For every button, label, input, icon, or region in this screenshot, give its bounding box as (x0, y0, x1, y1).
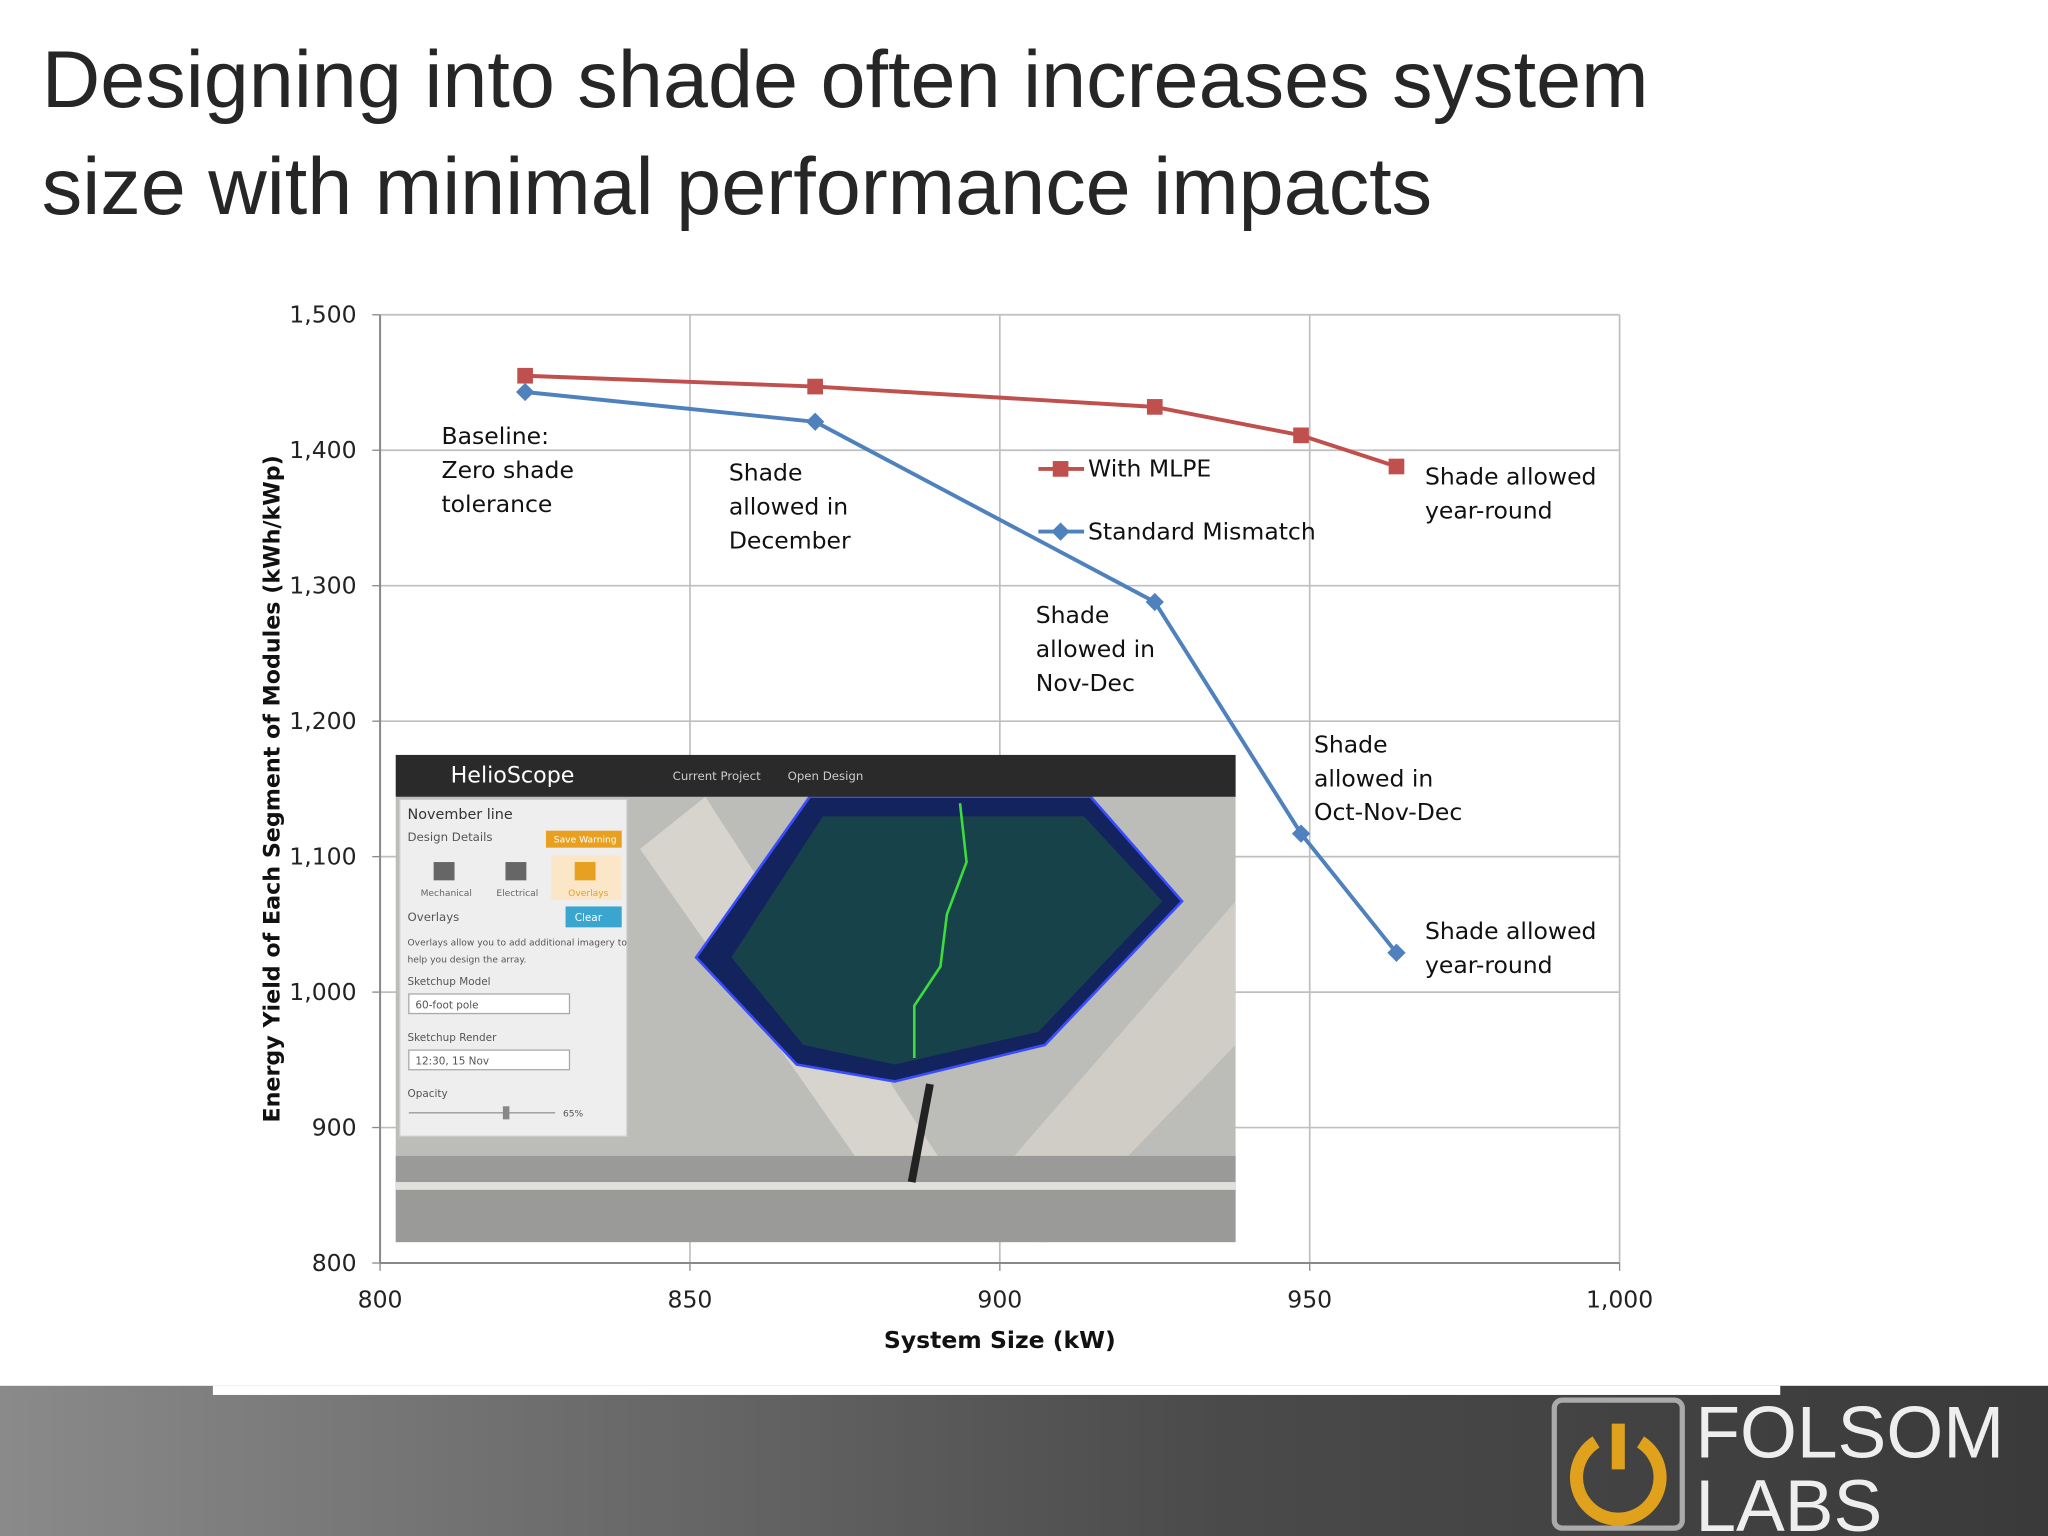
annotation: allowed in (1036, 635, 1155, 663)
tab[interactable]: Mechanical (421, 889, 472, 899)
footer-edge (212, 1385, 1781, 1395)
x-tick-label: 800 (358, 1285, 403, 1313)
design-details[interactable]: Design Details (408, 830, 493, 844)
marker (1146, 399, 1163, 415)
x-tick-label: 900 (977, 1285, 1022, 1313)
top-bar (395, 754, 1236, 797)
y-tick-label: 1,300 (289, 572, 356, 600)
annotation: year-round (1425, 497, 1553, 525)
help-text: help you design the array. (408, 956, 527, 966)
nav-item[interactable]: Current Project (673, 769, 761, 783)
x-tick-label: 1,000 (1586, 1285, 1653, 1313)
marker (515, 382, 535, 402)
x-tick-label: 850 (668, 1285, 713, 1313)
nav-item[interactable]: Open Design (788, 769, 864, 783)
warning-label: Save Warning (554, 835, 617, 845)
y-tick-label: 1,500 (289, 301, 356, 329)
help-text: Overlays allow you to add additional ima… (408, 939, 628, 949)
marker (807, 378, 823, 395)
y-tick-label: 800 (312, 1249, 357, 1277)
annotation: Nov-Dec (1036, 669, 1135, 697)
screenshot-inset: HelioScope Current Project Open Design N… (395, 754, 1236, 1243)
side-panel (399, 798, 628, 1137)
marker (806, 412, 825, 431)
highway-lane (395, 1182, 1236, 1190)
y-tick-label: 1,400 (289, 436, 356, 464)
tab[interactable]: Overlays (568, 889, 608, 899)
title-line: Designing into shade often increases sys… (42, 35, 1649, 125)
annotation: Oct-Nov-Dec (1314, 798, 1462, 826)
clear-button[interactable] (565, 906, 622, 928)
annotation: Baseline: (441, 422, 549, 450)
annotation: December (729, 527, 851, 555)
marker (1387, 943, 1406, 962)
annotation: Shade (1314, 730, 1388, 758)
y-tick-label: 1,200 (289, 707, 356, 735)
annotation: Shade (1036, 601, 1110, 629)
section-title: Overlays (408, 910, 460, 924)
pole-shadow (907, 1083, 934, 1183)
tab-icon (574, 862, 596, 881)
logo-text: FOLSOM (1695, 1393, 2004, 1474)
legend-marker (1052, 461, 1069, 477)
array-modules (731, 816, 1163, 1065)
tab[interactable]: Electrical (496, 889, 538, 899)
annotation: year-round (1425, 951, 1553, 979)
select[interactable] (408, 1049, 571, 1071)
annotation: Shade allowed (1425, 917, 1597, 945)
design-name: November line (408, 807, 513, 823)
x-tick-label: 950 (1287, 1285, 1332, 1313)
legend-marker (1051, 522, 1070, 541)
field-label: Opacity (408, 1088, 448, 1100)
wiring (912, 803, 968, 1058)
warning-button[interactable] (545, 830, 622, 848)
annotation: allowed in (1314, 764, 1433, 792)
y-axis-label: Energy Yield of Each Segment of Modules … (260, 455, 286, 1122)
field-label: Sketchup Render (408, 1032, 498, 1044)
y-tick-label: 1,100 (289, 842, 356, 870)
title-line: size with minimal performance impacts (42, 142, 1432, 232)
select[interactable] (408, 993, 571, 1015)
select-value: 60-foot pole (415, 999, 478, 1011)
legend-label: With MLPE (1088, 455, 1211, 483)
slider-thumb[interactable] (502, 1106, 510, 1120)
marker (1388, 458, 1405, 475)
legend-label: Standard Mismatch (1088, 517, 1316, 545)
marker (1291, 824, 1311, 843)
app-name: HelioScope (451, 762, 575, 788)
logo-frame (1551, 1397, 1685, 1531)
select-value: 12:30, 15 Nov (415, 1055, 489, 1067)
tab-icon (433, 862, 455, 881)
chart: 800 900 1,000 1,100 1,200 1,300 1,400 1,500 800 8… (260, 301, 1654, 1354)
y-tick-label: 900 (312, 1113, 357, 1141)
annotation: Shade (729, 459, 803, 487)
y-tick-label: 1,000 (289, 978, 356, 1006)
logo-text: LABS (1695, 1466, 1882, 1536)
field-label: Sketchup Model (408, 976, 491, 988)
x-axis-label: System Size (kW) (884, 1326, 1116, 1354)
annotation: allowed in (729, 493, 848, 521)
clear-label: Clear (575, 912, 603, 924)
annotation: tolerance (441, 490, 552, 518)
highway (395, 1155, 1236, 1243)
marker (517, 367, 533, 384)
slide-title: Designing into shade often increases sys… (42, 35, 1649, 232)
logo-power (1569, 1436, 1667, 1526)
annotation: Zero shade (441, 456, 573, 484)
tab-icon (505, 862, 527, 881)
marker (1145, 592, 1164, 612)
marker (1293, 427, 1309, 444)
annotation: Shade allowed (1425, 463, 1597, 491)
series-line (525, 373, 1398, 469)
slider-value: 65% (563, 1110, 584, 1120)
footer (0, 1385, 2048, 1536)
